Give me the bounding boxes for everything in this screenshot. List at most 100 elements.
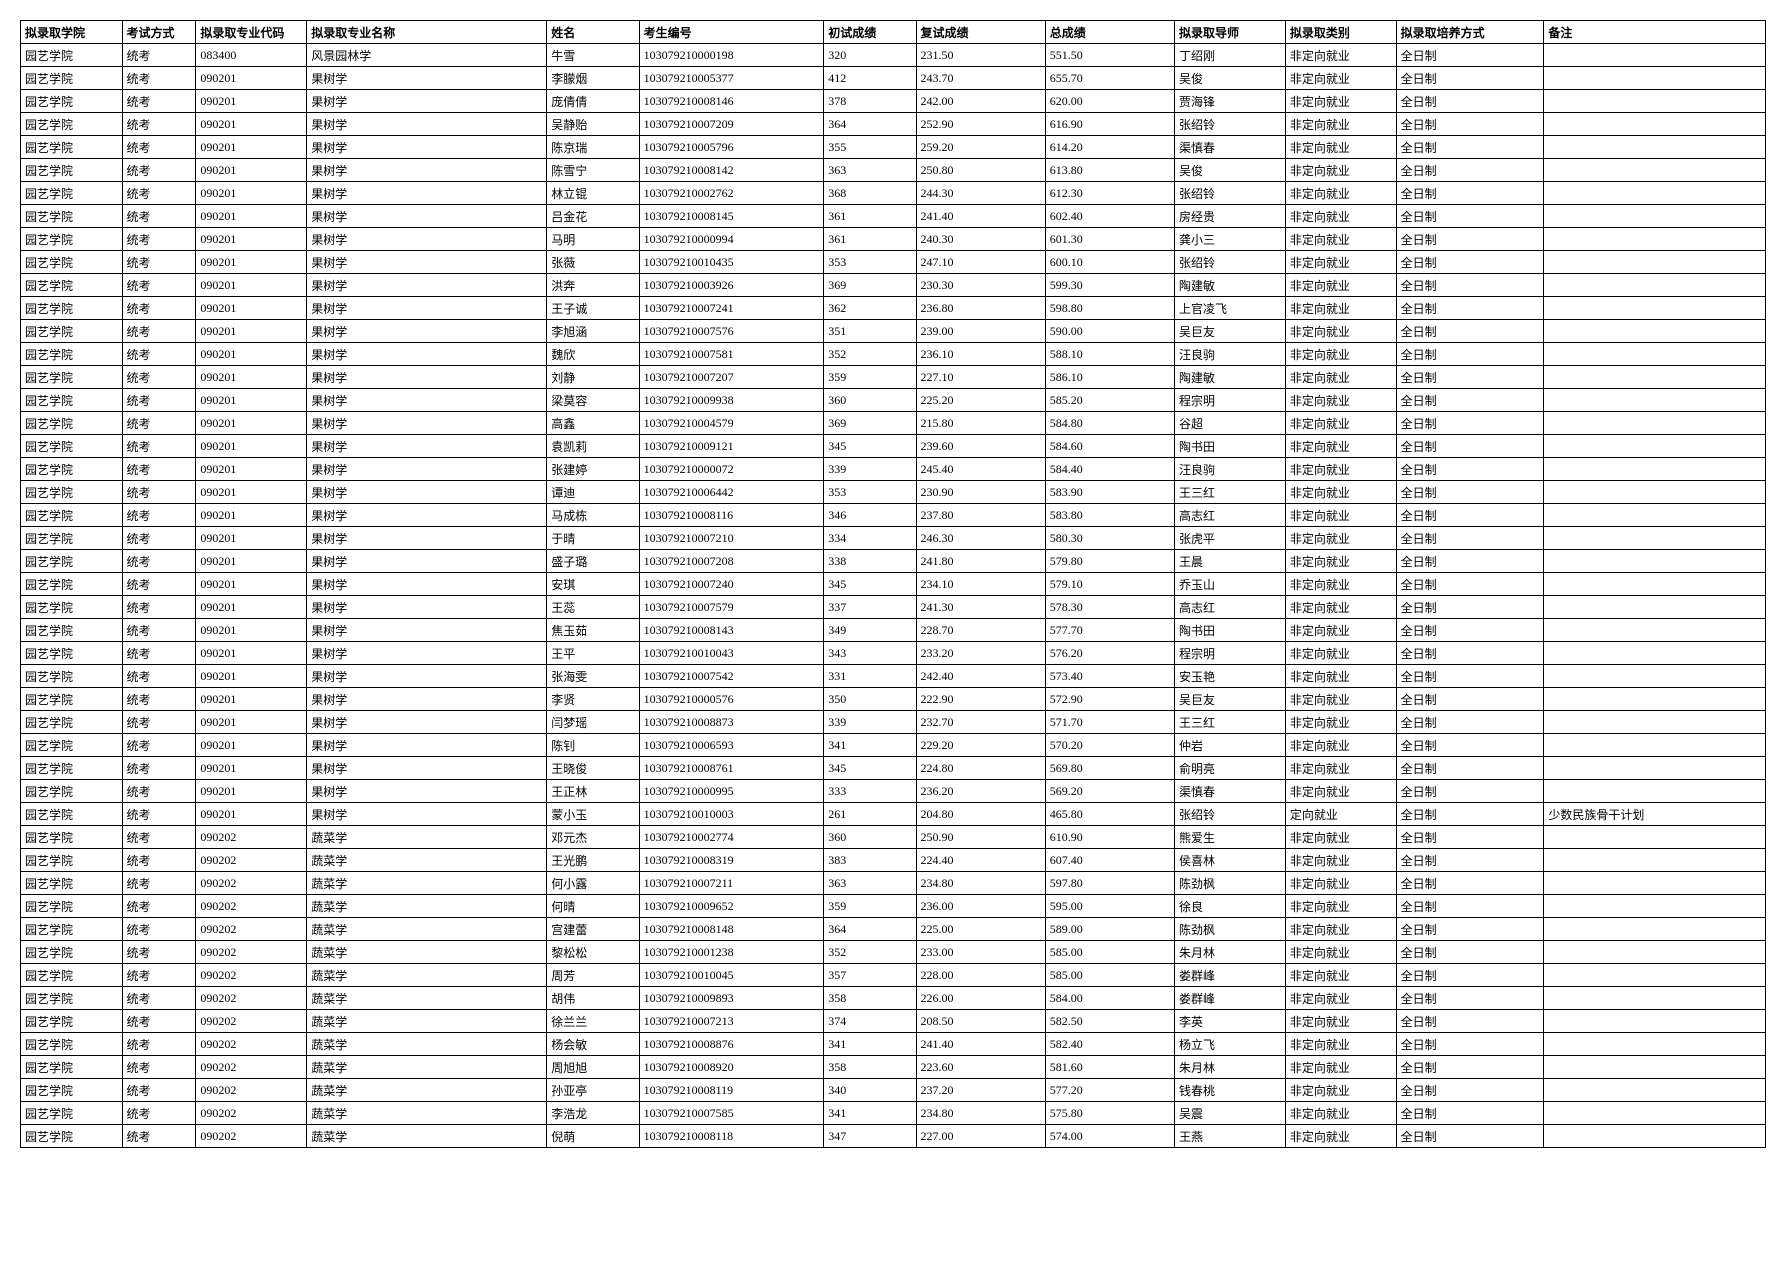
table-cell: 统考	[122, 688, 196, 711]
table-cell: 103079210006593	[639, 734, 824, 757]
table-cell: 统考	[122, 366, 196, 389]
table-cell: 陶建敏	[1175, 366, 1286, 389]
table-cell: 103079210008761	[639, 757, 824, 780]
table-cell: 103079210002774	[639, 826, 824, 849]
table-cell: 园艺学院	[21, 389, 123, 412]
table-cell: 577.20	[1045, 1079, 1174, 1102]
table-cell: 103079210003926	[639, 274, 824, 297]
table-cell: 244.30	[916, 182, 1045, 205]
table-cell: 张虎平	[1175, 527, 1286, 550]
table-cell: 090202	[196, 849, 307, 872]
table-cell: 578.30	[1045, 596, 1174, 619]
table-cell: 王燕	[1175, 1125, 1286, 1148]
table-cell: 090201	[196, 113, 307, 136]
table-cell: 非定向就业	[1285, 366, 1396, 389]
table-cell: 果树学	[307, 205, 547, 228]
table-row: 园艺学院统考090202蔬菜学周旭旭103079210008920358223.…	[21, 1056, 1766, 1079]
table-cell: 统考	[122, 573, 196, 596]
table-cell: 非定向就业	[1285, 849, 1396, 872]
table-cell: 统考	[122, 918, 196, 941]
table-cell: 蔬菜学	[307, 987, 547, 1010]
table-cell: 103079210000072	[639, 458, 824, 481]
table-cell: 全日制	[1396, 1079, 1544, 1102]
table-cell: 233.20	[916, 642, 1045, 665]
table-cell	[1544, 1102, 1766, 1125]
table-cell: 全日制	[1396, 205, 1544, 228]
table-cell: 351	[824, 320, 916, 343]
table-cell: 非定向就业	[1285, 573, 1396, 596]
table-cell: 园艺学院	[21, 504, 123, 527]
table-cell: 607.40	[1045, 849, 1174, 872]
table-cell: 090201	[196, 803, 307, 826]
table-cell: 全日制	[1396, 159, 1544, 182]
table-cell: 园艺学院	[21, 205, 123, 228]
table-cell: 334	[824, 527, 916, 550]
table-row: 园艺学院统考090201果树学高鑫103079210004579369215.8…	[21, 412, 1766, 435]
table-cell: 果树学	[307, 136, 547, 159]
table-cell: 陈雪宁	[547, 159, 639, 182]
table-cell	[1544, 67, 1766, 90]
table-cell: 360	[824, 389, 916, 412]
table-cell: 103079210000198	[639, 44, 824, 67]
table-cell: 果树学	[307, 412, 547, 435]
table-cell: 103079210001238	[639, 941, 824, 964]
table-cell: 103079210009121	[639, 435, 824, 458]
table-cell: 安玉艳	[1175, 665, 1286, 688]
table-cell: 090201	[196, 67, 307, 90]
table-cell: 果树学	[307, 67, 547, 90]
table-cell: 569.80	[1045, 757, 1174, 780]
table-row: 园艺学院统考090201果树学盛子璐103079210007208338241.…	[21, 550, 1766, 573]
table-cell: 统考	[122, 826, 196, 849]
table-cell: 上官凌飞	[1175, 297, 1286, 320]
table-cell: 全日制	[1396, 527, 1544, 550]
table-cell: 果树学	[307, 90, 547, 113]
table-row: 园艺学院统考090202蔬菜学何小露103079210007211363234.…	[21, 872, 1766, 895]
table-cell: 统考	[122, 527, 196, 550]
column-header: 拟录取培养方式	[1396, 21, 1544, 44]
column-header: 考试方式	[122, 21, 196, 44]
table-cell: 胡伟	[547, 987, 639, 1010]
table-cell: 576.20	[1045, 642, 1174, 665]
table-cell: 582.40	[1045, 1033, 1174, 1056]
table-cell	[1544, 389, 1766, 412]
table-cell	[1544, 550, 1766, 573]
table-cell: 359	[824, 895, 916, 918]
table-cell: 全日制	[1396, 1010, 1544, 1033]
table-cell: 非定向就业	[1285, 1102, 1396, 1125]
table-cell: 103079210007210	[639, 527, 824, 550]
table-cell: 高鑫	[547, 412, 639, 435]
table-cell: 全日制	[1396, 504, 1544, 527]
table-cell: 103079210008148	[639, 918, 824, 941]
table-row: 园艺学院统考090201果树学林立锟103079210002762368244.…	[21, 182, 1766, 205]
table-cell: 园艺学院	[21, 412, 123, 435]
table-cell: 383	[824, 849, 916, 872]
table-cell: 非定向就业	[1285, 297, 1396, 320]
table-cell: 王三红	[1175, 481, 1286, 504]
table-row: 园艺学院统考090201果树学闫梦瑶103079210008873339232.…	[21, 711, 1766, 734]
table-cell: 090202	[196, 964, 307, 987]
table-cell: 蔬菜学	[307, 1125, 547, 1148]
table-row: 园艺学院统考090201果树学庞倩倩103079210008146378242.…	[21, 90, 1766, 113]
table-cell: 园艺学院	[21, 1033, 123, 1056]
table-cell: 090201	[196, 389, 307, 412]
table-cell: 223.60	[916, 1056, 1045, 1079]
table-cell: 园艺学院	[21, 435, 123, 458]
table-cell: 程宗明	[1175, 389, 1286, 412]
table-cell: 果树学	[307, 389, 547, 412]
table-cell: 338	[824, 550, 916, 573]
table-cell: 园艺学院	[21, 826, 123, 849]
table-cell: 统考	[122, 596, 196, 619]
table-cell: 园艺学院	[21, 665, 123, 688]
table-cell: 090201	[196, 780, 307, 803]
table-cell: 090201	[196, 665, 307, 688]
table-cell: 090201	[196, 251, 307, 274]
table-cell: 李旭涵	[547, 320, 639, 343]
table-cell: 341	[824, 1102, 916, 1125]
table-cell: 全日制	[1396, 987, 1544, 1010]
table-cell: 闫梦瑶	[547, 711, 639, 734]
table-cell: 魏欣	[547, 343, 639, 366]
table-cell: 张绍铃	[1175, 803, 1286, 826]
table-cell	[1544, 573, 1766, 596]
table-cell: 579.80	[1045, 550, 1174, 573]
table-row: 园艺学院统考090201果树学焦玉茹103079210008143349228.…	[21, 619, 1766, 642]
